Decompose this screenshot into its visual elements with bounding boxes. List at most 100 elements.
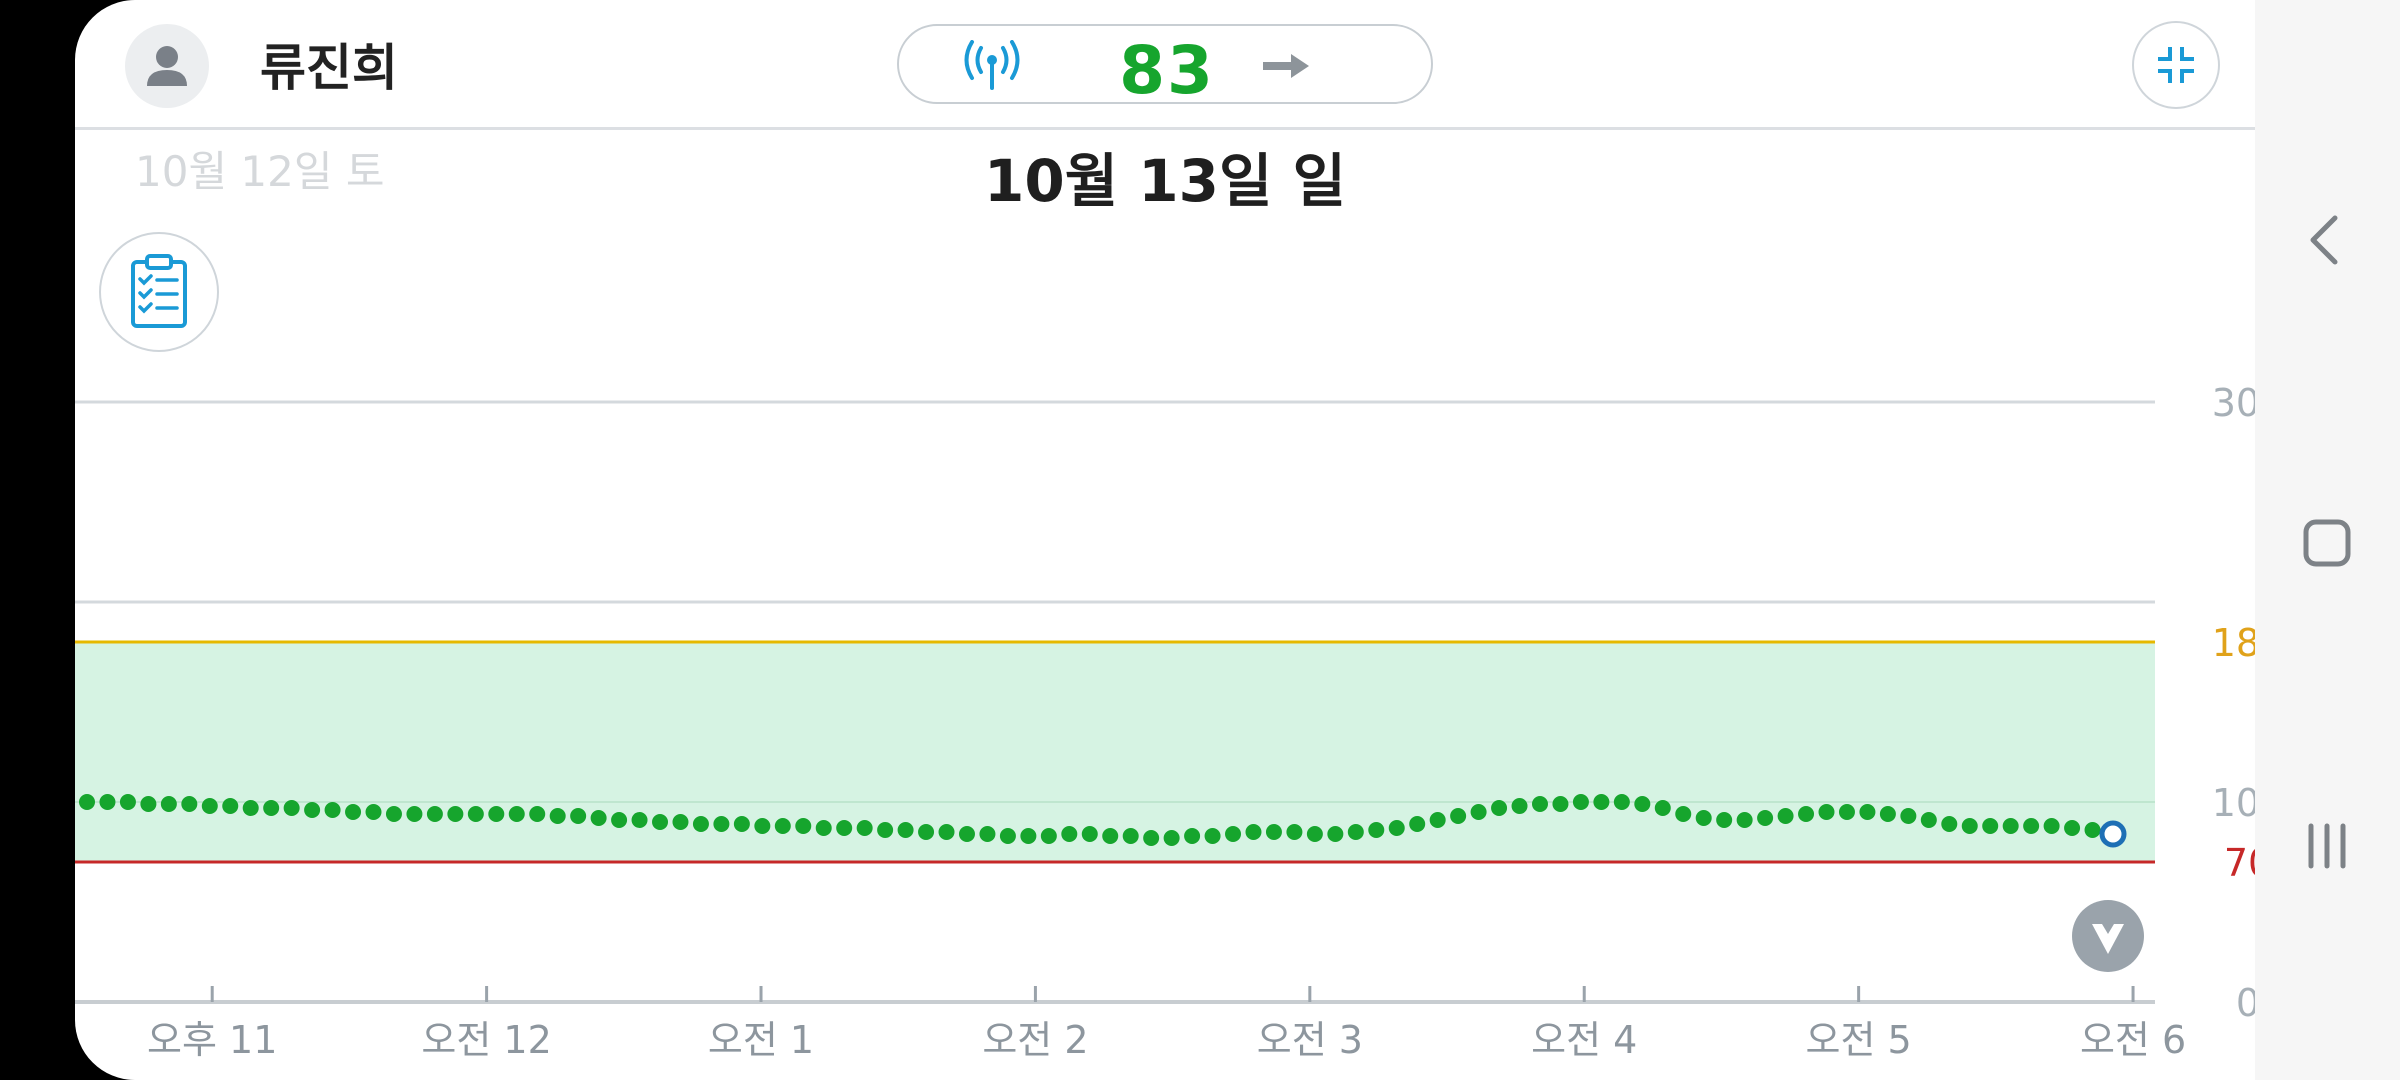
glucose-reading-point [672, 814, 689, 830]
glucose-reading-point [1368, 822, 1385, 838]
glucose-reading-point [1102, 828, 1119, 844]
glucose-reading-point [918, 824, 935, 840]
glucose-reading-point [754, 818, 771, 834]
glucose-reading-point [283, 800, 300, 816]
glucose-reading-point [1163, 830, 1180, 846]
top-bar: 류진희 83 [75, 0, 2255, 130]
glucose-reading-point [1613, 794, 1630, 810]
glucose-reading-point [2023, 818, 2040, 834]
glucose-reading-point [1859, 804, 1876, 820]
glucose-reading-point [979, 826, 996, 842]
glucose-reading-point [1347, 824, 1364, 840]
glucose-reading-point [733, 816, 750, 832]
recents-lines-icon [2308, 823, 2346, 869]
back-button[interactable] [2255, 180, 2400, 300]
current-glucose-pill[interactable]: 83 [897, 24, 1433, 109]
wireless-signal-icon [964, 40, 1020, 90]
glucose-reading-point [406, 806, 423, 822]
glucose-reading-point [1306, 826, 1323, 842]
glucose-reading-point [1491, 800, 1508, 816]
x-tick-label: 오전 3 [1257, 1018, 1363, 1062]
glucose-reading-point [508, 806, 525, 822]
glucose-reading-point [856, 820, 873, 836]
glucose-reading-point [631, 812, 648, 828]
glucose-reading-point [1470, 804, 1487, 820]
glucose-reading-point [79, 794, 95, 810]
glucose-reading-point [385, 806, 402, 822]
glucose-reading-point [815, 820, 832, 836]
x-tick-label: 오전 6 [2080, 1018, 2186, 1062]
glucose-reading-point [1716, 812, 1733, 828]
glucose-reading-point [140, 796, 157, 812]
glucose-reading-point [877, 822, 894, 838]
glucose-reading-point [99, 794, 116, 810]
glucose-chart[interactable]: 300 180 100 70 0 오후 11 오전 12 오전 1 오전 2 오전 3 오전 4 오전… [75, 0, 2255, 1080]
glucose-reading-point [1593, 794, 1610, 810]
glucose-reading-point [324, 802, 341, 818]
glucose-reading-point [549, 808, 566, 824]
glucose-reading-point [1982, 818, 1999, 834]
glucose-reading-point [1388, 820, 1405, 836]
clipboard-checklist-icon [131, 254, 187, 328]
glucose-reading-point [652, 814, 669, 830]
scroll-to-latest-button[interactable] [2072, 900, 2144, 972]
latest-reading-marker[interactable] [2099, 820, 2127, 848]
back-chevron-icon [2310, 215, 2338, 265]
home-button[interactable] [2255, 483, 2400, 603]
glucose-reading-point [1204, 828, 1221, 844]
glucose-reading-point [1225, 826, 1242, 842]
glucose-reading-point [1675, 806, 1692, 822]
x-tick-label: 오전 12 [421, 1018, 551, 1062]
target-range-band [75, 642, 2155, 862]
glucose-reading-point [570, 808, 587, 824]
glucose-reading-point [2002, 818, 2019, 834]
glucose-reading-point [774, 818, 791, 834]
glucose-reading-point [1020, 828, 1037, 844]
glucose-reading-point [160, 796, 177, 812]
y-tick-label-180: 180 [2212, 621, 2255, 665]
glucose-reading-point [1450, 808, 1467, 824]
glucose-reading-point [529, 806, 546, 822]
glucose-reading-point [1818, 804, 1835, 820]
collapse-button[interactable] [2132, 21, 2220, 109]
glucose-reading-point [467, 806, 484, 822]
logbook-button[interactable] [99, 232, 219, 352]
current-date-title: 10월 13일 일 [984, 147, 1346, 215]
glucose-reading-point [426, 806, 443, 822]
glucose-reading-point [1552, 796, 1569, 812]
glucose-reading-point [201, 798, 218, 814]
glucose-reading-point [447, 806, 464, 822]
avatar[interactable] [125, 24, 209, 108]
glucose-reading-point [2084, 822, 2101, 838]
glucose-reading-point [1511, 798, 1528, 814]
glucose-reading-point [181, 796, 198, 812]
glucose-reading-point [242, 800, 259, 816]
glucose-reading-point [1265, 824, 1282, 840]
glucose-reading-point [938, 824, 955, 840]
glucose-reading-point [836, 820, 853, 836]
patient-name: 류진희 [260, 39, 398, 97]
glucose-reading-point [1286, 824, 1303, 840]
glucose-reading-point [1122, 828, 1139, 844]
glucose-reading-point [590, 810, 607, 826]
glucose-reading-point [897, 822, 914, 838]
glucose-reading-point [1736, 812, 1753, 828]
app-screen: 류진희 83 10월 12일 토 [75, 0, 2255, 1080]
glucose-reading-point [1695, 810, 1712, 826]
glucose-reading-point [263, 800, 280, 816]
recents-button[interactable] [2255, 786, 2400, 906]
glucose-reading-point [1798, 806, 1815, 822]
x-tick-label: 오후 11 [147, 1018, 277, 1062]
glucose-reading-point [1081, 826, 1098, 842]
glucose-reading-point [1040, 828, 1057, 844]
glucose-reading-point [1327, 826, 1344, 842]
glucose-reading-point [795, 818, 812, 834]
glucose-reading-point [1634, 796, 1651, 812]
x-tick-label: 오전 2 [982, 1018, 1088, 1062]
previous-date-label[interactable]: 10월 12일 토 [135, 147, 385, 196]
glucose-reading-point [1572, 794, 1589, 810]
glucose-reading-point [1654, 800, 1671, 816]
x-tick-label: 오전 5 [1806, 1018, 1912, 1062]
y-tick-label-300: 300 [2212, 381, 2255, 425]
glucose-reading-point [1941, 816, 1958, 832]
